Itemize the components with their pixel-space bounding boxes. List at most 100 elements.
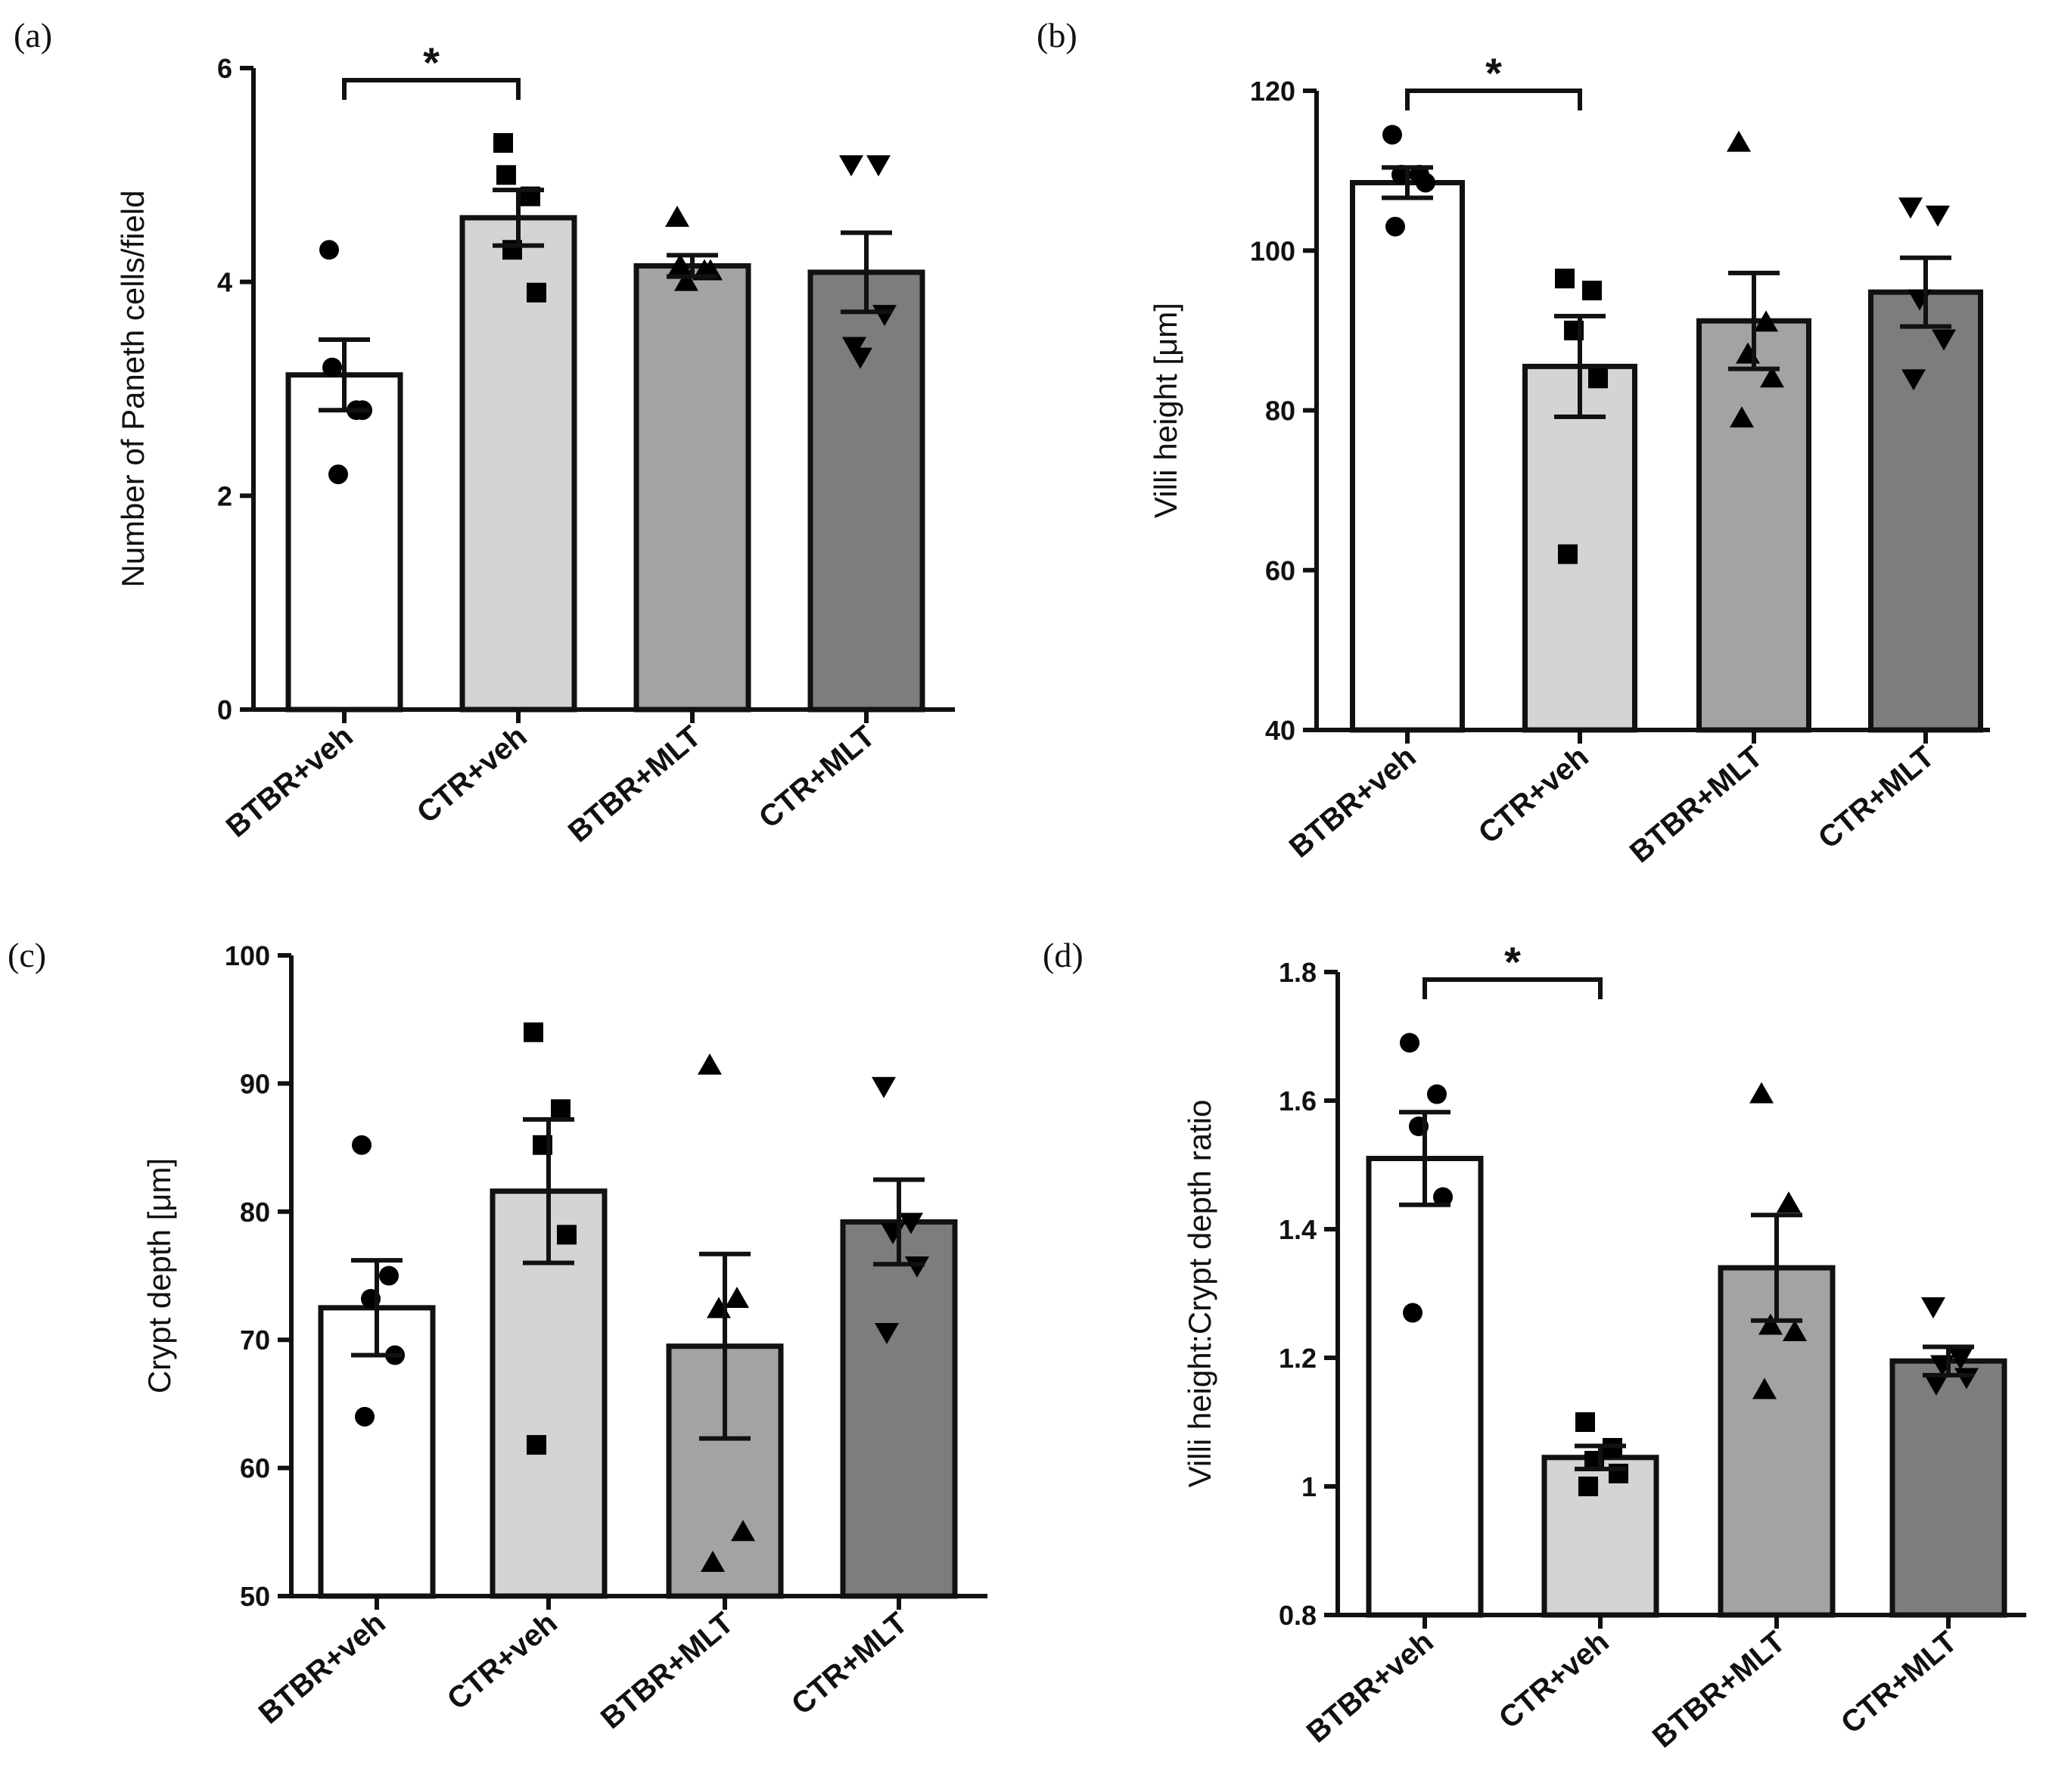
data-point [875, 1323, 899, 1345]
y-tick-label: 0.8 [1279, 1600, 1317, 1631]
y-tick-label: 80 [240, 1197, 270, 1228]
x-tick-label: CTR+veh [1472, 740, 1595, 850]
y-tick-label: 120 [1250, 76, 1295, 107]
x-tick-label: BTBR+veh [1301, 1625, 1440, 1749]
y-tick-label: 90 [240, 1068, 270, 1099]
panel-label: (a) [14, 16, 52, 54]
x-tick-label: CTR+veh [1493, 1625, 1615, 1735]
significance-star: * [1504, 938, 1521, 986]
data-point [1760, 366, 1784, 388]
data-point [899, 1213, 923, 1235]
bar [1696, 318, 1811, 733]
y-axis-title: Crypt depth [μm] [141, 1158, 177, 1393]
data-point [1382, 125, 1402, 145]
data-point [527, 1435, 546, 1455]
data-point [355, 1406, 375, 1427]
data-point [1578, 1477, 1598, 1496]
data-point [319, 240, 339, 260]
data-point [1777, 1191, 1801, 1213]
data-point [905, 1256, 929, 1278]
data-point [1555, 269, 1575, 289]
data-point [1403, 1303, 1422, 1323]
x-tick-label: CTR+MLT [785, 1606, 914, 1721]
y-tick-label: 100 [225, 940, 270, 971]
x-tick-label: CTR+MLT [753, 719, 881, 834]
data-point [866, 155, 891, 177]
significance-bracket [342, 78, 521, 100]
y-tick-label: 100 [1250, 235, 1295, 266]
data-point [493, 132, 513, 153]
data-point [674, 269, 698, 291]
data-point [1752, 1377, 1777, 1399]
data-point [668, 253, 692, 275]
y-axis-title: Villi height:Crypt depth ratio [1182, 1100, 1217, 1488]
bar [459, 215, 577, 713]
y-tick-label: 70 [240, 1325, 270, 1356]
data-point [1932, 329, 1956, 351]
y-tick-label: 60 [1265, 555, 1295, 586]
data-point [1783, 1320, 1807, 1341]
data-point [328, 464, 348, 485]
bar [1522, 363, 1637, 733]
x-tick-label: BTBR+MLT [1624, 740, 1769, 869]
data-point [379, 1266, 399, 1286]
y-tick-label: 50 [240, 1581, 270, 1612]
data-point [725, 1286, 749, 1308]
y-tick-label: 1.4 [1279, 1214, 1317, 1245]
data-point [1730, 406, 1754, 428]
x-tick-label: CTR+veh [441, 1606, 564, 1716]
panel-label: (b) [1037, 16, 1077, 54]
x-tick-label: CTR+MLT [1812, 740, 1941, 855]
data-point [1416, 172, 1435, 193]
data-point [557, 1225, 577, 1245]
y-tick-label: 1.2 [1279, 1343, 1317, 1374]
data-point [496, 165, 516, 185]
y-tick-label: 1.6 [1279, 1085, 1317, 1117]
bar [1366, 1156, 1484, 1618]
x-tick-label: CTR+veh [411, 719, 533, 830]
data-point [1754, 310, 1778, 332]
data-point [839, 155, 863, 177]
x-tick-label: BTBR+veh [1283, 740, 1422, 864]
y-tick-label: 6 [217, 53, 232, 84]
data-point [842, 337, 866, 359]
data-point [1558, 544, 1578, 564]
bar [285, 372, 403, 713]
data-point [731, 1520, 755, 1542]
significance-star: * [1485, 49, 1502, 97]
data-point [527, 282, 546, 303]
data-point [1385, 216, 1405, 237]
data-point [1921, 1297, 1945, 1318]
data-point [665, 205, 689, 227]
data-point [1898, 197, 1923, 219]
data-point [1575, 1412, 1595, 1432]
panel-label: (c) [8, 936, 46, 974]
data-point [1400, 1033, 1419, 1053]
x-tick-label: CTR+MLT [1835, 1625, 1963, 1740]
panel-d-chart: (d) 0.8 1 1.2 1.4 1.6 1.8 BTBR+veh CTR+veh BTBR+M… [1043, 936, 2026, 1754]
y-tick-label: 1 [1301, 1471, 1317, 1502]
data-point [1901, 369, 1926, 391]
y-tick-label: 80 [1265, 396, 1295, 427]
bar [840, 1219, 958, 1599]
panel-a-chart: (a) 0 2 4 6 BTBR+veh CTR+veh BTBR+MLT CTR+MLT Num… [14, 16, 955, 849]
y-tick-label: 0 [217, 694, 232, 725]
y-axis-title: Villi height [μm] [1148, 303, 1183, 518]
data-point [322, 357, 342, 377]
bar [1541, 1455, 1659, 1618]
bar [633, 262, 751, 713]
data-point [1582, 281, 1602, 301]
y-tick-label: 1.8 [1279, 957, 1317, 988]
data-point [1433, 1187, 1453, 1207]
data-point [1758, 1313, 1783, 1335]
panel-b-chart: (b) 40 60 80 100 120 BTBR+veh CTR+veh BTBR+MLT CT… [1037, 16, 1990, 869]
x-tick-label: BTBR+MLT [562, 719, 707, 849]
data-point [1588, 368, 1608, 389]
data-point [1924, 1374, 1948, 1396]
data-point [352, 1135, 372, 1155]
x-tick-label: BTBR+veh [253, 1606, 392, 1730]
data-point [701, 1550, 725, 1572]
data-point [872, 1076, 896, 1098]
data-point [698, 1053, 722, 1075]
